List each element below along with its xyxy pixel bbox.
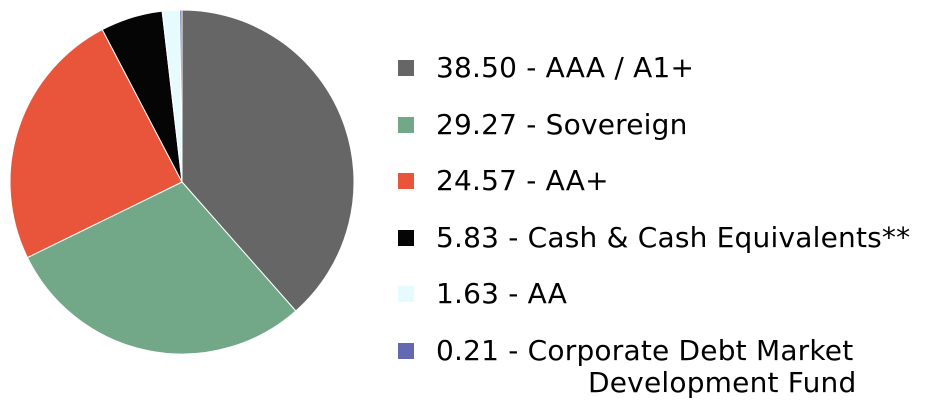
legend-swatch (398, 173, 414, 190)
legend-swatch (398, 229, 414, 246)
legend-swatch (398, 342, 414, 359)
legend-label: 38.50 - AAA / A1+ (436, 51, 695, 84)
legend-item-aaplus: 24.57 - AA+ (398, 161, 918, 218)
legend-item-cdmdf: 0.21 - Corporate Debt Market Development… (398, 331, 918, 399)
legend-swatch (398, 60, 414, 76)
pie-slice-aa (9, 28, 183, 259)
legend-swatch (398, 286, 414, 303)
pie-slice-corporate-debt-market-development-fund (179, 9, 183, 183)
legend-label: 29.27 - Sovereign (436, 107, 688, 141)
legend-label: 24.57 - AA+ (436, 164, 609, 198)
legend-swatch (398, 116, 414, 133)
legend-label-line1: 0.21 - Corporate Debt Market (436, 333, 854, 367)
legend-item-aa: 1.63 - AA (398, 274, 918, 331)
legend-label: 0.21 - Corporate Debt Market Development… (436, 331, 856, 399)
legend-item-aaa-a1plus: 38.50 - AAA / A1+ (398, 48, 918, 105)
pie-plot-area (9, 9, 355, 355)
legend-label-line2: Development Fund (588, 365, 857, 399)
legend-label: 5.83 - Cash & Cash Equivalents** (436, 220, 911, 254)
legend-label: 1.63 - AA (436, 277, 568, 311)
legend: 38.50 - AAA / A1+ 29.27 - Sovereign 24.5… (398, 48, 918, 399)
legend-item-sovereign: 29.27 - Sovereign (398, 105, 918, 162)
legend-item-cash: 5.83 - Cash & Cash Equivalents** (398, 218, 918, 275)
pie-slice-aaa-a1 (181, 9, 355, 312)
